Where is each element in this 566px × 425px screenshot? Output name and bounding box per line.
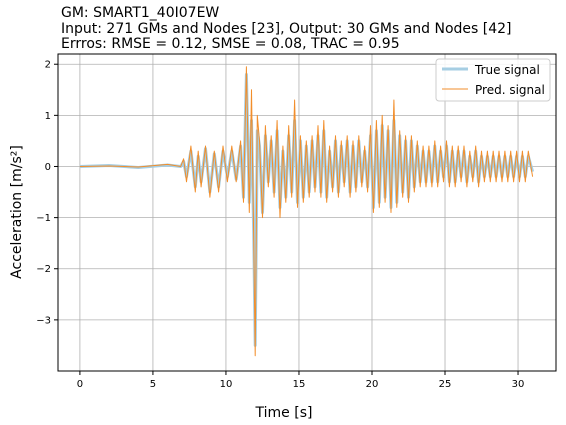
- x-tick-label: 15: [293, 379, 306, 390]
- x-tick-label: 25: [439, 379, 452, 390]
- x-tick-label: 20: [366, 379, 379, 390]
- legend-label-pred: Pred. signal: [475, 83, 545, 97]
- x-tick-label: 30: [512, 379, 525, 390]
- y-tick-label: 0: [45, 162, 51, 173]
- y-tick-label: −1: [36, 213, 51, 224]
- x-tick-label: 10: [220, 379, 233, 390]
- y-tick-label: −3: [36, 315, 51, 326]
- x-tick-label: 5: [150, 379, 156, 390]
- x-axis-label: Time [s]: [255, 405, 313, 421]
- y-tick-label: 1: [45, 111, 51, 122]
- legend: True signal Pred. signal: [435, 58, 551, 102]
- grid: [58, 54, 556, 371]
- pred-signal-line: [79, 66, 534, 357]
- series-layer: [79, 66, 535, 357]
- title-line-input-output: Input: 271 GMs and Nodes [23], Output: 3…: [61, 20, 512, 37]
- y-tick-label: −2: [36, 264, 51, 275]
- y-axis-ticks: −3 −2 −1 0 1 2: [36, 60, 58, 326]
- chart-title: GM: SMART1_40I07EW Input: 271 GMs and No…: [61, 5, 512, 53]
- title-line-errors: Errros: RMSE = 0.12, SMSE = 0.08, TRAC =…: [61, 36, 400, 52]
- title-line-gm: GM: SMART1_40I07EW: [61, 5, 220, 21]
- x-tick-label: 0: [77, 379, 83, 390]
- legend-label-true: True signal: [474, 63, 540, 77]
- x-axis-ticks: 0 5 10 15 20 25 30: [77, 371, 525, 390]
- y-tick-label: 2: [45, 60, 51, 71]
- plot-frame: [57, 53, 557, 372]
- y-axis-label: Acceleration [m/s²]: [9, 145, 25, 279]
